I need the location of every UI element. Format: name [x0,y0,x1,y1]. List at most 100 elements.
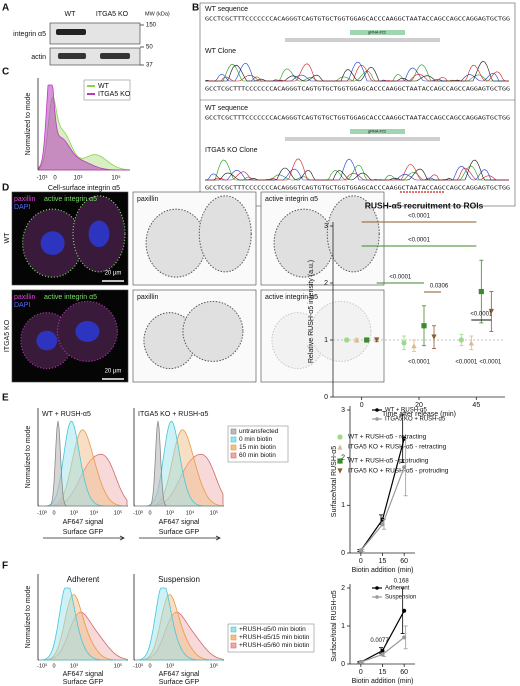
legend-label: +RUSH-α5/15 min biotin [239,634,310,641]
legend-label: Suspension [385,595,416,601]
marker [402,608,407,613]
legend-label: ITGA5 KO + RUSH-α5 - protruding [348,468,449,475]
legend-label: +RUSH-α5/60 min biotin [239,642,310,649]
x-tick-label: 0 [52,663,55,669]
legend-label: ITGA5 KO + RUSH-α5 [385,417,446,423]
sequence-title: WT sequence [205,105,248,112]
x-axis-label: Surface GFP [159,529,200,536]
y-axis-label: Surface/total RUSH-α5 [331,446,338,517]
grna-label: gRNA #22 [368,129,387,134]
legend-swatch [230,436,237,443]
histogram [38,587,127,661]
x-tick-label: -10³ [37,176,48,182]
p-value: <0.0001 [408,238,431,244]
x-tick-label: 0 [148,510,151,516]
panel-label: A [2,3,9,14]
nucleus [36,330,58,351]
channel-label: active integrin α5 [44,196,97,203]
marker [354,337,360,343]
x-axis-label: AF647 signal [159,519,200,526]
y-axis-label: Normalized to mode [25,93,32,156]
histogram-title: Adherent [67,575,100,584]
marker [458,337,464,343]
legend-label: Adherent [385,586,410,592]
x-tick-label: 60 [400,558,408,565]
y-tick-label: 3 [341,407,345,414]
nucleus [75,320,100,342]
grna-bar [350,129,405,134]
y-tick-label: 2 [341,585,345,592]
x-tick-label: 0 [359,669,363,676]
x-axis-label: Biotin addition (min) [352,678,414,685]
clone-title: ITGA5 KO Clone [205,147,258,154]
y-tick-label: 1 [341,623,345,630]
x-tick-label: 45 [472,402,480,409]
marker [380,648,385,653]
histogram-title: WT + RUSH-α5 [42,411,91,418]
cell [326,195,380,273]
x-tick-label: 0 [53,176,57,182]
x-tick-label: 10³ [70,510,78,516]
x-axis-label: AF647 signal [63,671,104,678]
scale-bar-label: 20 µm [105,369,122,375]
x-axis-label: Time after release (min) [382,411,456,418]
x-tick-label: 15 [379,669,387,676]
legend-swatch [230,444,237,451]
x-tick-label: 10³ [70,663,78,669]
marker [380,522,385,527]
x-axis-label: Cell-surface integrin α5 [48,185,120,192]
channel-label: paxillin [137,196,159,203]
marker [337,444,343,450]
chromatogram [205,158,509,181]
legend [227,425,289,463]
legend-label: untransfected [239,428,279,435]
y-tick-label: 1 [341,502,345,509]
mw-label: 150 [146,23,157,29]
y-tick-label: 0 [324,394,328,401]
y-tick-label: 0 [341,661,345,668]
row-label: WT [4,232,11,244]
channel-label: active integrin α5 [44,294,97,301]
histogram [38,84,129,171]
x-axis-label: AF647 signal [63,519,104,526]
lane-label: ITGA5 KO [96,11,129,18]
x-tick-label: -10³ [37,663,47,669]
marker [402,465,407,470]
legend-label: WT + RUSH-α5 [385,408,428,414]
y-axis-label: Surface/total RUSH-α5 [331,590,338,661]
p-value: <0.0001 [470,312,493,318]
grna-bar [350,30,405,35]
chromatogram [205,159,509,181]
histogram [135,420,223,507]
y-tick-label: 3 [324,223,328,230]
p-value: <0.0001 [389,275,412,281]
x-tick-label: 10³ [74,176,83,182]
marker [337,458,343,464]
x-tick-label: 10⁵ [114,509,122,516]
scale-bar-label: 20 µm [105,271,122,277]
x-axis-label: Biotin addition (min) [352,567,414,574]
legend-label: WT + RUSH-α5 - protruding [348,458,429,465]
x-tick-label: -10³ [133,510,143,516]
p-value: <0.0001 [408,360,431,366]
marker [468,340,474,346]
chart-title: RUSH-α5 recruitment to ROIs [365,200,484,210]
channel-label: active integrin α5 [265,294,318,301]
marker [374,337,380,343]
chromatogram [204,60,509,82]
chromatogram [205,63,509,82]
blot [49,47,141,66]
panel-label: D [2,183,9,194]
panel-label: C [2,67,9,78]
x-tick-label: 60 [400,669,408,676]
marker [358,660,363,665]
legend-label: WT [98,83,110,90]
row-label: ITGA5 KO [4,319,11,352]
axis-arrow [43,535,125,541]
marker [402,635,407,640]
marker [375,408,379,412]
legend-label: 15 min biotin [239,444,276,451]
x-tick-label: 10⁴ [186,509,195,516]
band [56,29,86,35]
marker [375,586,379,590]
